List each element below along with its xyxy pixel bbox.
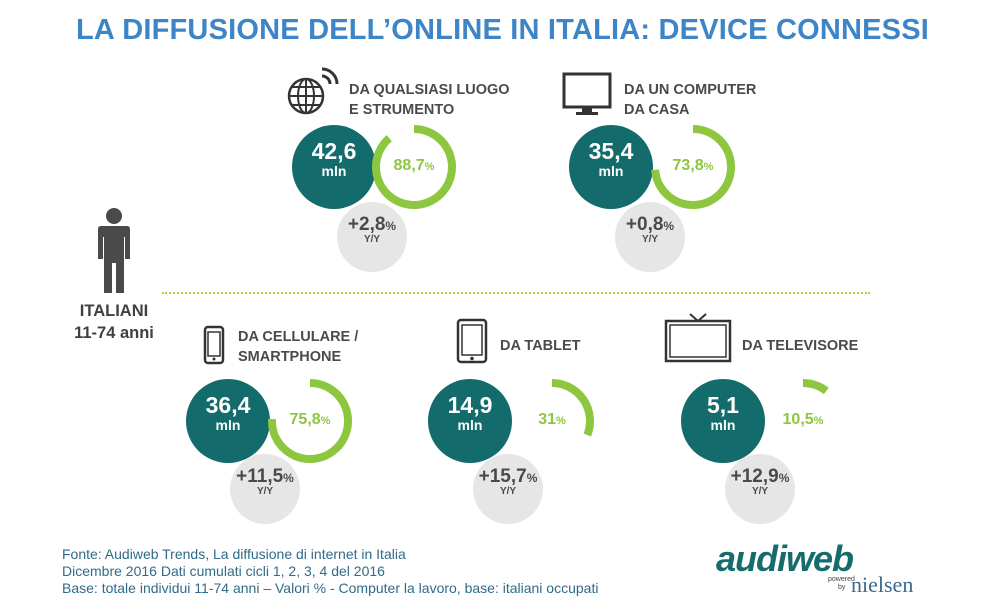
ring-svg (372, 125, 456, 209)
users-circle-tablet: 14,9 mln (428, 379, 512, 463)
globe-wifi-icon (287, 67, 339, 115)
yoy-value: +12,9 (730, 466, 779, 487)
yoy-delta: +15,7% (473, 467, 543, 488)
yoy-label: Y/Y (641, 234, 659, 245)
divider (162, 292, 870, 294)
yoy-circle-smartphone: +11,5% Y/Y (230, 454, 300, 524)
yoy-delta: +11,5% (230, 467, 300, 488)
category-label-smartphone: DA CELLULARE / SMARTPHONE (238, 329, 359, 365)
yoy-circle-computer: +0,8% Y/Y (615, 202, 685, 272)
yoy-value: +11,5 (236, 466, 284, 487)
users-unit: mln (598, 163, 624, 179)
percent-value: 88,7 (393, 157, 425, 174)
monitor-icon (562, 72, 612, 115)
source-note: Fonte: Audiweb Trends, La diffusione di … (62, 546, 598, 597)
yoy-label: Y/Y (499, 486, 517, 497)
percent-arc-anywhere (372, 125, 456, 209)
users-circle-computer: 35,4 mln (569, 125, 653, 209)
population-label: ITALIANI 11-74 anni (56, 300, 172, 344)
percent-ring-computer: 73,8% (649, 123, 737, 211)
yoy-circle-anywhere: +2,8% Y/Y (337, 202, 407, 272)
users-unit: mln (710, 417, 736, 433)
percent-ring-smartphone: 75,8% (266, 377, 354, 465)
population-line2: 11-74 anni (74, 324, 154, 342)
logo-brand: audiweb (716, 538, 854, 579)
category-label-anywhere: DA QUALSIASI LUOGO E STRUMENTO (349, 82, 510, 118)
percent-sign: % (424, 161, 435, 173)
source-line1: Fonte: Audiweb Trends, La diffusione di … (62, 546, 406, 562)
percent-label: 31% (508, 411, 596, 429)
yoy-label: Y/Y (256, 486, 274, 497)
users-value: 36,4 (205, 392, 251, 418)
percent-value: 73,8 (672, 157, 704, 174)
population-line1: ITALIANI (79, 302, 149, 320)
source-line2: Dicembre 2016 Dati cumulati cicli 1, 2, … (62, 563, 385, 579)
percent-ring-anywhere: 88,7% (370, 123, 458, 211)
users-circle-smartphone: 36,4 mln (186, 379, 270, 463)
users-value: 5,1 (707, 392, 739, 418)
percent-sign: % (320, 415, 331, 427)
percent-arc-smartphone (268, 379, 352, 463)
logo-partner: nielsen (851, 572, 914, 597)
users-value: 14,9 (447, 392, 493, 418)
yoy-percent-sign: % (283, 471, 294, 485)
person-icon (98, 208, 130, 293)
yoy-value: +2,8 (347, 214, 386, 235)
yoy-label: Y/Y (751, 486, 769, 497)
ring-svg (268, 379, 352, 463)
yoy-circle-tv: +12,9% Y/Y (725, 454, 795, 524)
percent-arc-tablet (551, 379, 594, 437)
yoy-value: +15,7 (478, 466, 527, 487)
page-title: LA DIFFUSIONE DELL’ONLINE IN ITALIA: DEV… (75, 14, 930, 46)
users-value: 35,4 (588, 138, 634, 164)
yoy-circle-tablet: +15,7% Y/Y (473, 454, 543, 524)
tablet-icon (456, 318, 488, 364)
yoy-percent-sign: % (385, 219, 397, 233)
users-unit: mln (215, 417, 241, 433)
percent-sign: % (703, 161, 714, 173)
percent-value: 75,8 (289, 411, 321, 428)
ring-svg (651, 125, 735, 209)
users-circle-anywhere: 42,6 mln (292, 125, 376, 209)
yoy-label: Y/Y (363, 234, 381, 245)
yoy-percent-sign: % (663, 219, 675, 233)
yoy-percent-sign: % (526, 471, 538, 485)
percent-label: 75,8% (266, 411, 354, 429)
percent-sign: % (813, 415, 824, 427)
category-label-tablet: DA TABLET (500, 338, 581, 354)
ring-svg (802, 379, 829, 395)
users-unit: mln (457, 417, 483, 433)
percent-label: 10,5% (759, 411, 847, 429)
tv-icon (664, 313, 732, 363)
users-circle-tv: 5,1 mln (681, 379, 765, 463)
yoy-delta: +12,9% (725, 467, 795, 488)
users-unit: mln (321, 163, 347, 179)
percent-arc-tv (802, 379, 829, 395)
percent-label: 73,8% (649, 157, 737, 175)
ring-svg (551, 379, 594, 437)
category-label-computer: DA UN COMPUTER DA CASA (624, 82, 757, 118)
percent-arc-computer (651, 125, 735, 209)
percent-label: 88,7% (370, 157, 458, 175)
yoy-delta: +0,8% (615, 215, 685, 236)
percent-value: 10,5 (782, 411, 814, 428)
smartphone-icon (203, 325, 225, 365)
yoy-delta: +2,8% (337, 215, 407, 236)
yoy-value: +0,8 (625, 214, 664, 235)
logo-powered-by: powered by (828, 576, 855, 591)
category-label-tv: DA TELEVISORE (742, 338, 859, 354)
audiweb-logo: audiweb powered by nielsen (716, 538, 932, 600)
percent-sign: % (556, 415, 566, 427)
percent-value: 31 (538, 411, 556, 428)
source-line3: Base: totale individui 11-74 anni – Valo… (62, 580, 599, 596)
percent-ring-tv: 10,5% (759, 377, 847, 465)
yoy-percent-sign: % (778, 471, 790, 485)
users-value: 42,6 (311, 138, 357, 164)
percent-ring-tablet: 31% (508, 377, 596, 465)
